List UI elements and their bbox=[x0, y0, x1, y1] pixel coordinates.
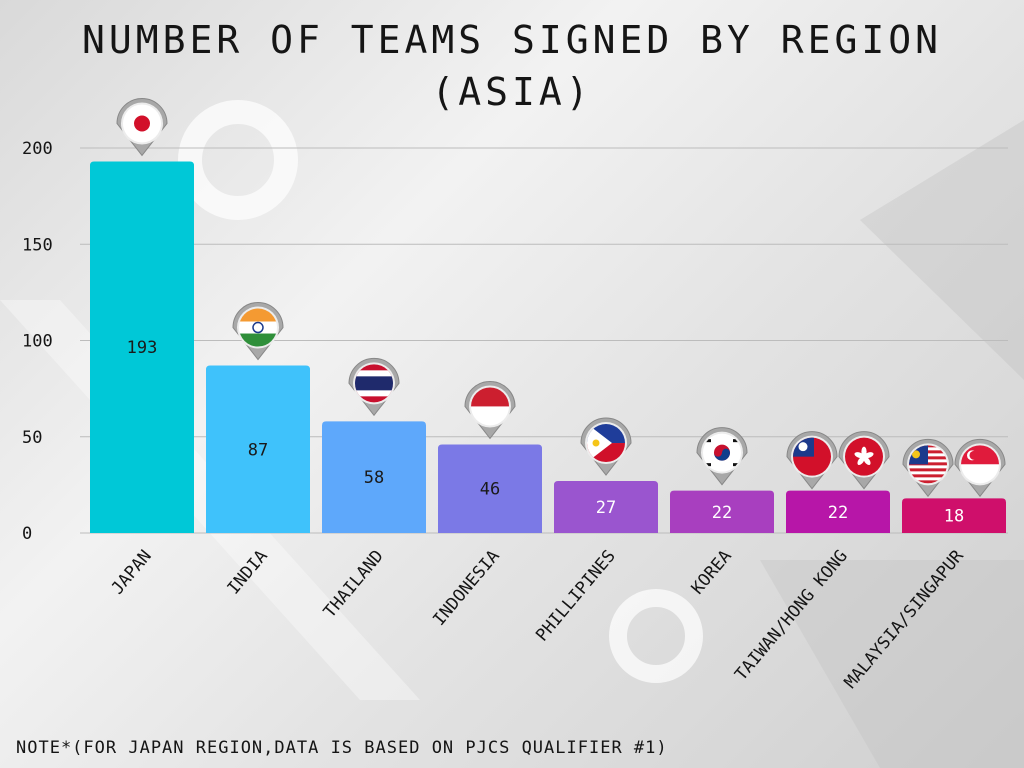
title-line-1: NUMBER OF TEAMS SIGNED BY REGION bbox=[81, 18, 943, 62]
bar bbox=[554, 481, 658, 533]
bar-group: 18 bbox=[902, 438, 1006, 533]
thailand-pin-icon bbox=[348, 357, 400, 417]
bar-group: 22 bbox=[786, 431, 890, 533]
x-tick-label: KOREA bbox=[688, 546, 736, 598]
bar-group: 22 bbox=[670, 427, 774, 533]
chart-title: NUMBER OF TEAMS SIGNED BY REGION (ASIA) bbox=[0, 14, 1024, 118]
singapore-pin-icon bbox=[954, 438, 1006, 498]
bar-value-label: 46 bbox=[480, 480, 500, 500]
bar bbox=[206, 365, 310, 533]
bar bbox=[322, 421, 426, 533]
bar-group: 58 bbox=[322, 357, 426, 533]
bar-value-label: 22 bbox=[712, 503, 732, 523]
india-pin-icon bbox=[232, 302, 284, 361]
y-tick-label: 0 bbox=[22, 524, 32, 544]
bar-group: 87 bbox=[206, 302, 310, 533]
bar-value-label: 27 bbox=[596, 498, 616, 518]
y-tick-label: 150 bbox=[22, 235, 53, 255]
bar bbox=[438, 444, 542, 533]
y-tick-label: 50 bbox=[22, 428, 42, 448]
bar-value-label: 87 bbox=[248, 440, 268, 460]
footnote: NOTE*(FOR JAPAN REGION,DATA IS BASED ON … bbox=[16, 738, 668, 758]
bar-group: 193 bbox=[90, 98, 194, 533]
japan-pin-icon bbox=[116, 98, 168, 157]
x-tick-label: PHILLIPINES bbox=[532, 546, 620, 645]
philippines-pin-icon bbox=[580, 417, 632, 476]
hong-kong-pin-icon bbox=[838, 431, 890, 490]
title-line-2: (ASIA) bbox=[431, 70, 593, 114]
x-tick-label: THAILAND bbox=[320, 546, 388, 622]
bar bbox=[90, 161, 194, 533]
bar-value-label: 193 bbox=[127, 338, 158, 358]
malaysia-pin-icon bbox=[902, 438, 954, 498]
indonesia-pin-icon bbox=[464, 381, 516, 440]
x-tick-label: INDONESIA bbox=[429, 546, 504, 629]
taiwan-pin-icon bbox=[786, 431, 838, 490]
bar bbox=[786, 490, 890, 533]
bar bbox=[902, 498, 1006, 533]
bar-value-label: 58 bbox=[364, 468, 384, 488]
korea-pin-icon bbox=[696, 427, 748, 486]
x-tick-label: JAPAN bbox=[108, 546, 156, 598]
y-tick-label: 200 bbox=[22, 139, 53, 159]
bar-value-label: 18 bbox=[944, 507, 964, 527]
bar-value-label: 22 bbox=[828, 503, 848, 523]
bar bbox=[670, 490, 774, 533]
y-tick-label: 100 bbox=[22, 332, 53, 352]
bar-group: 27 bbox=[554, 417, 658, 533]
bar-group: 46 bbox=[438, 381, 542, 533]
